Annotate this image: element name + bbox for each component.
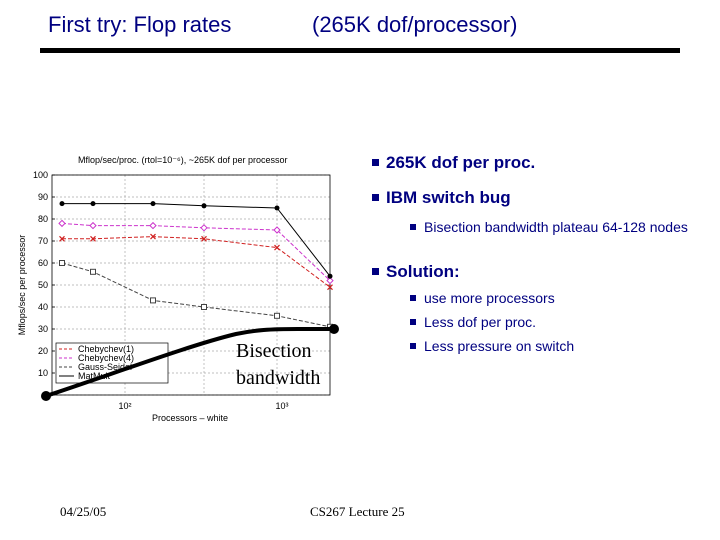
bullet-marker-icon <box>410 295 416 301</box>
slide-title: First try: Flop rates <box>48 12 232 37</box>
chart-grid <box>52 174 330 396</box>
sub-bullet-bisection-text: Bisection bandwidth plateau 64-128 nodes <box>424 219 688 235</box>
bullet-265k-text: 265K dof per proc. <box>386 153 536 172</box>
data-point <box>274 244 280 251</box>
bullet-marker-icon <box>410 343 416 349</box>
bullet-solution-text: Solution: <box>386 262 460 281</box>
series-line <box>61 222 331 281</box>
series-line <box>61 262 331 328</box>
series-line <box>62 203 331 277</box>
bullet-solution: Solution: <box>372 262 460 282</box>
chart-title: Mflop/sec/proc. (rtol=10⁻⁶), ~265K dof p… <box>78 155 288 165</box>
legend-label: MatMult <box>78 371 111 381</box>
chart-x-axis-label: Processors – white <box>152 413 228 423</box>
y-tick-label: 40 <box>38 302 48 312</box>
chart-series <box>58 201 334 330</box>
data-point <box>327 273 333 279</box>
footer-date: 04/25/05 <box>60 504 107 519</box>
y-tick-label: 10 <box>38 368 48 378</box>
y-tick-label: 70 <box>38 236 48 246</box>
bullet-marker-icon <box>410 224 416 230</box>
legend-box <box>55 342 169 384</box>
sub-bullet-less-dof: Less dof per proc. <box>410 315 536 330</box>
data-point <box>201 304 207 310</box>
data-point <box>90 268 96 275</box>
data-point <box>326 276 334 285</box>
y-tick-label: 90 <box>38 192 48 202</box>
y-tick-label: 30 <box>38 324 48 334</box>
bisection-bandwidth-overlay <box>41 324 339 401</box>
bullet-ibm-switch-text: IBM switch bug <box>386 188 511 207</box>
chart-axes: 010203040506070809010010²10³ <box>33 170 331 411</box>
bullet-marker-icon <box>372 268 379 275</box>
y-tick-label: 20 <box>38 346 48 356</box>
bisection-bandwidth-label: Bisection bandwidth <box>236 340 321 389</box>
data-point <box>150 201 156 207</box>
y-tick-label: 80 <box>38 214 48 224</box>
bullet-marker-icon <box>372 159 379 166</box>
data-point <box>58 219 66 228</box>
curve-endpoint <box>41 391 51 401</box>
bullet-marker-icon <box>410 319 416 325</box>
x-tick-label: 10² <box>118 401 131 411</box>
data-point <box>200 224 208 232</box>
curve-endpoint <box>329 324 339 334</box>
data-point <box>59 235 65 242</box>
legend-label: Chebychev(4) <box>78 353 134 363</box>
data-point <box>90 201 96 207</box>
data-point <box>273 226 281 234</box>
x-tick-label: 10³ <box>275 401 288 411</box>
y-tick-label: 50 <box>38 280 48 290</box>
title-underline <box>40 48 680 53</box>
slide-subtitle: (265K dof/processor) <box>312 12 518 37</box>
data-point <box>274 312 280 319</box>
data-point <box>90 235 96 242</box>
data-point <box>59 201 65 207</box>
data-point <box>274 205 280 211</box>
bullet-marker-icon <box>372 194 379 201</box>
sub-bullet-less-dof-text: Less dof per proc. <box>424 314 537 330</box>
bullet-265k: 265K dof per proc. <box>372 153 535 173</box>
data-point <box>201 235 207 242</box>
legend-label: Chebychev(1) <box>78 344 134 354</box>
legend-label: Gauss-Seidel <box>78 362 132 372</box>
data-point <box>89 221 97 230</box>
sub-bullet-less-pressure-text: Less pressure on switch <box>424 338 575 354</box>
bullet-ibm-switch: IBM switch bug <box>372 188 511 208</box>
bisection-curve <box>45 327 334 398</box>
sub-bullet-bisection: Bisection bandwidth plateau 64-128 nodes <box>410 220 700 235</box>
data-point <box>201 203 207 209</box>
y-tick-label: 60 <box>38 258 48 268</box>
data-point <box>150 297 156 304</box>
data-point <box>149 221 157 230</box>
chart-y-axis-label: Mflops/sec per processor <box>17 235 27 336</box>
data-point <box>59 260 65 266</box>
data-point <box>150 233 156 240</box>
sub-bullet-less-pressure: Less pressure on switch <box>410 339 574 354</box>
sub-bullet-more-procs-text: use more processors <box>424 290 555 306</box>
sub-bullet-more-procs: use more processors <box>410 291 555 306</box>
data-point <box>327 284 333 291</box>
series-line <box>62 236 331 288</box>
footer-lecture: CS267 Lecture 25 <box>310 504 405 519</box>
chart-legend: Chebychev(1)Chebychev(4)Gauss-SeidelMatM… <box>55 342 169 384</box>
y-tick-label: 100 <box>33 170 48 180</box>
